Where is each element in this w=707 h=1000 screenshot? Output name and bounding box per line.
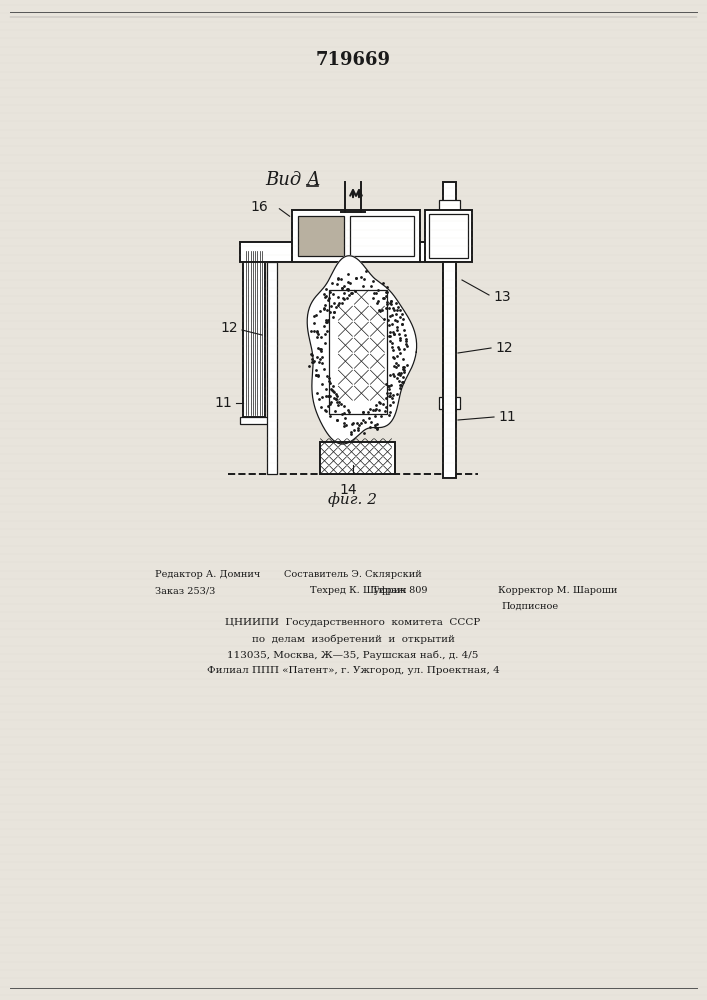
Bar [443,262,456,478]
Text: 12: 12 [221,321,238,335]
Bar [443,182,456,424]
Bar [243,249,265,417]
Text: Техред К. Шуфрич: Техред К. Шуфрич [310,586,407,595]
Text: Подписное: Подписное [501,602,559,611]
Text: Корректор М. Шароши: Корректор М. Шароши [498,586,617,595]
Text: 113035, Москва, Ж—35, Раушская наб., д. 4/5: 113035, Москва, Ж—35, Раушская наб., д. … [228,650,479,660]
Bar [240,242,268,249]
Text: по  делам  изобретений  и  открытий: по делам изобретений и открытий [252,634,455,644]
Text: 11: 11 [214,396,232,410]
Text: 13: 13 [493,290,510,304]
Text: 16: 16 [250,200,268,214]
Bar [425,210,472,262]
Text: Составитель Э. Склярский: Составитель Э. Склярский [284,570,422,579]
Bar [267,262,277,474]
Bar [292,210,420,262]
Bar [350,216,414,256]
Bar [329,290,387,414]
Bar [240,417,268,424]
Text: 12: 12 [495,341,513,355]
Text: Редактор А. Домнич: Редактор А. Домнич [155,570,260,579]
Bar [240,242,459,262]
Text: 14: 14 [339,483,357,497]
Text: Вид А: Вид А [265,171,321,189]
Polygon shape [307,256,416,444]
Bar [429,214,468,258]
Text: Тираж 809: Тираж 809 [373,586,428,595]
Bar [320,442,395,474]
Bar [439,200,460,212]
Text: 11: 11 [498,410,515,424]
Text: ЦНИИПИ  Государственного  комитета  СССР: ЦНИИПИ Государственного комитета СССР [226,618,481,627]
Text: Заказ 253/3: Заказ 253/3 [155,586,216,595]
Text: 719669: 719669 [315,51,390,69]
Text: фиг. 2: фиг. 2 [329,493,378,507]
Bar [298,216,344,256]
Text: Филиал ППП «Патент», г. Ужгород, ул. Проектная, 4: Филиал ППП «Патент», г. Ужгород, ул. Про… [206,666,499,675]
Bar [439,397,460,409]
